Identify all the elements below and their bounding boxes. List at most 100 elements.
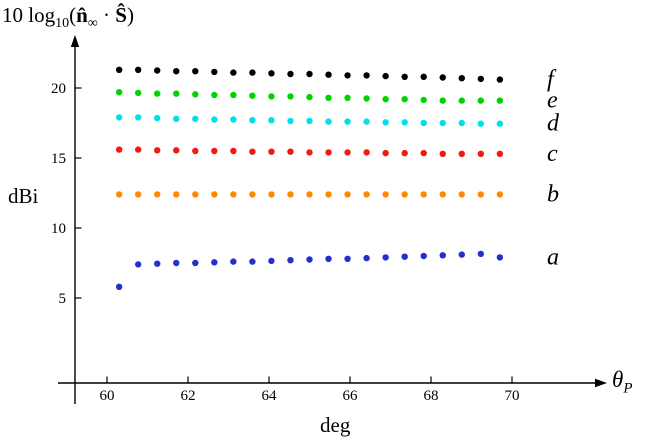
data-point-d [477,120,485,127]
data-point-d [268,117,275,124]
data-point-e [173,90,180,97]
data-point-f [496,76,504,83]
data-point-d [325,118,332,125]
plot-title: 10 log10(n̂∞ · Ŝ) [2,3,134,32]
data-point-c [344,149,351,156]
data-point-a [173,259,180,267]
data-point-c [249,148,256,155]
data-point-f [154,67,161,74]
data-point-e [363,95,370,102]
data-point-e [496,97,504,104]
data-point-c [401,149,408,157]
data-point-e [458,97,465,104]
y-tick-label: 20 [51,81,66,97]
data-point-a [420,252,427,260]
y-axis-arrow-icon [70,35,80,47]
x-axis-arrow-icon [595,378,607,388]
data-point-c [115,146,123,153]
data-point-a [306,256,313,263]
data-point-b [401,191,408,198]
data-point-a [363,254,370,262]
data-point-c [325,149,332,156]
data-point-b [249,191,256,198]
data-point-b [439,191,446,198]
data-point-d [363,118,370,125]
data-point-f [420,73,427,81]
y-tick-label: 10 [51,221,66,237]
data-point-f [115,66,123,74]
data-point-b [287,191,294,198]
data-point-d [154,114,161,122]
data-point-b [154,191,161,198]
data-point-b [496,191,504,198]
data-point-a [496,254,504,261]
data-point-d [344,118,351,125]
data-point-f [458,75,465,82]
data-point-b [115,191,123,198]
data-point-b [230,191,237,198]
data-point-d [173,115,180,123]
title-log-base: 10 [55,16,70,32]
data-point-c [439,150,446,157]
data-point-c [496,150,504,157]
data-point-e [211,91,218,99]
data-point-b [363,191,370,198]
data-point-d [401,119,408,126]
data-point-f [363,72,370,79]
data-point-b [306,191,313,198]
series-label-b: b [547,181,559,207]
data-point-f [192,68,199,75]
data-point-c [306,149,313,156]
data-point-c [173,147,180,154]
data-point-f [211,68,218,76]
data-point-b [268,191,275,198]
data-point-e [439,97,446,104]
data-point-e [268,93,275,100]
data-point-e [154,90,161,97]
data-point-a [439,252,446,259]
x-tick-label: 62 [181,388,196,404]
data-point-e [230,91,237,99]
data-point-f [344,72,351,79]
data-point-f [287,70,294,78]
x-axis-symbol: θP [612,367,632,398]
data-point-b [458,191,465,198]
data-point-f [306,70,313,78]
data-point-a [192,259,199,267]
data-point-a [401,253,408,260]
data-point-e [401,96,408,103]
data-point-e [306,93,313,101]
data-point-a [211,259,218,266]
title-n-hat-vector: n̂ [76,3,88,27]
data-point-a [230,258,237,265]
x-tick-label: 68 [424,388,439,404]
data-point-c [363,149,370,156]
x-tick-label: 66 [343,388,359,404]
data-point-e [477,97,485,104]
data-point-d [458,119,465,127]
data-point-d [496,120,504,127]
x-axis-label: deg [320,413,351,437]
data-point-e [420,96,427,104]
data-point-b [477,191,485,198]
data-point-f [325,71,332,78]
data-point-f [401,73,408,81]
series-label-c: c [547,141,558,167]
data-point-f [382,72,389,80]
y-tick-label: 15 [51,151,66,167]
title-close-paren: ) [126,3,134,27]
data-point-d [230,116,237,123]
data-point-c [134,146,142,153]
data-point-c [458,150,465,157]
series-label-f: f [547,67,557,93]
data-point-b [325,191,332,198]
data-point-a [268,257,275,265]
data-point-c [230,147,237,155]
data-point-c [287,148,294,155]
title-infinity-subscript: ∞ [87,16,98,32]
data-point-d [382,119,389,126]
data-point-f [477,75,485,83]
data-point-c [192,147,199,155]
title-open-paren: ( [69,3,77,27]
